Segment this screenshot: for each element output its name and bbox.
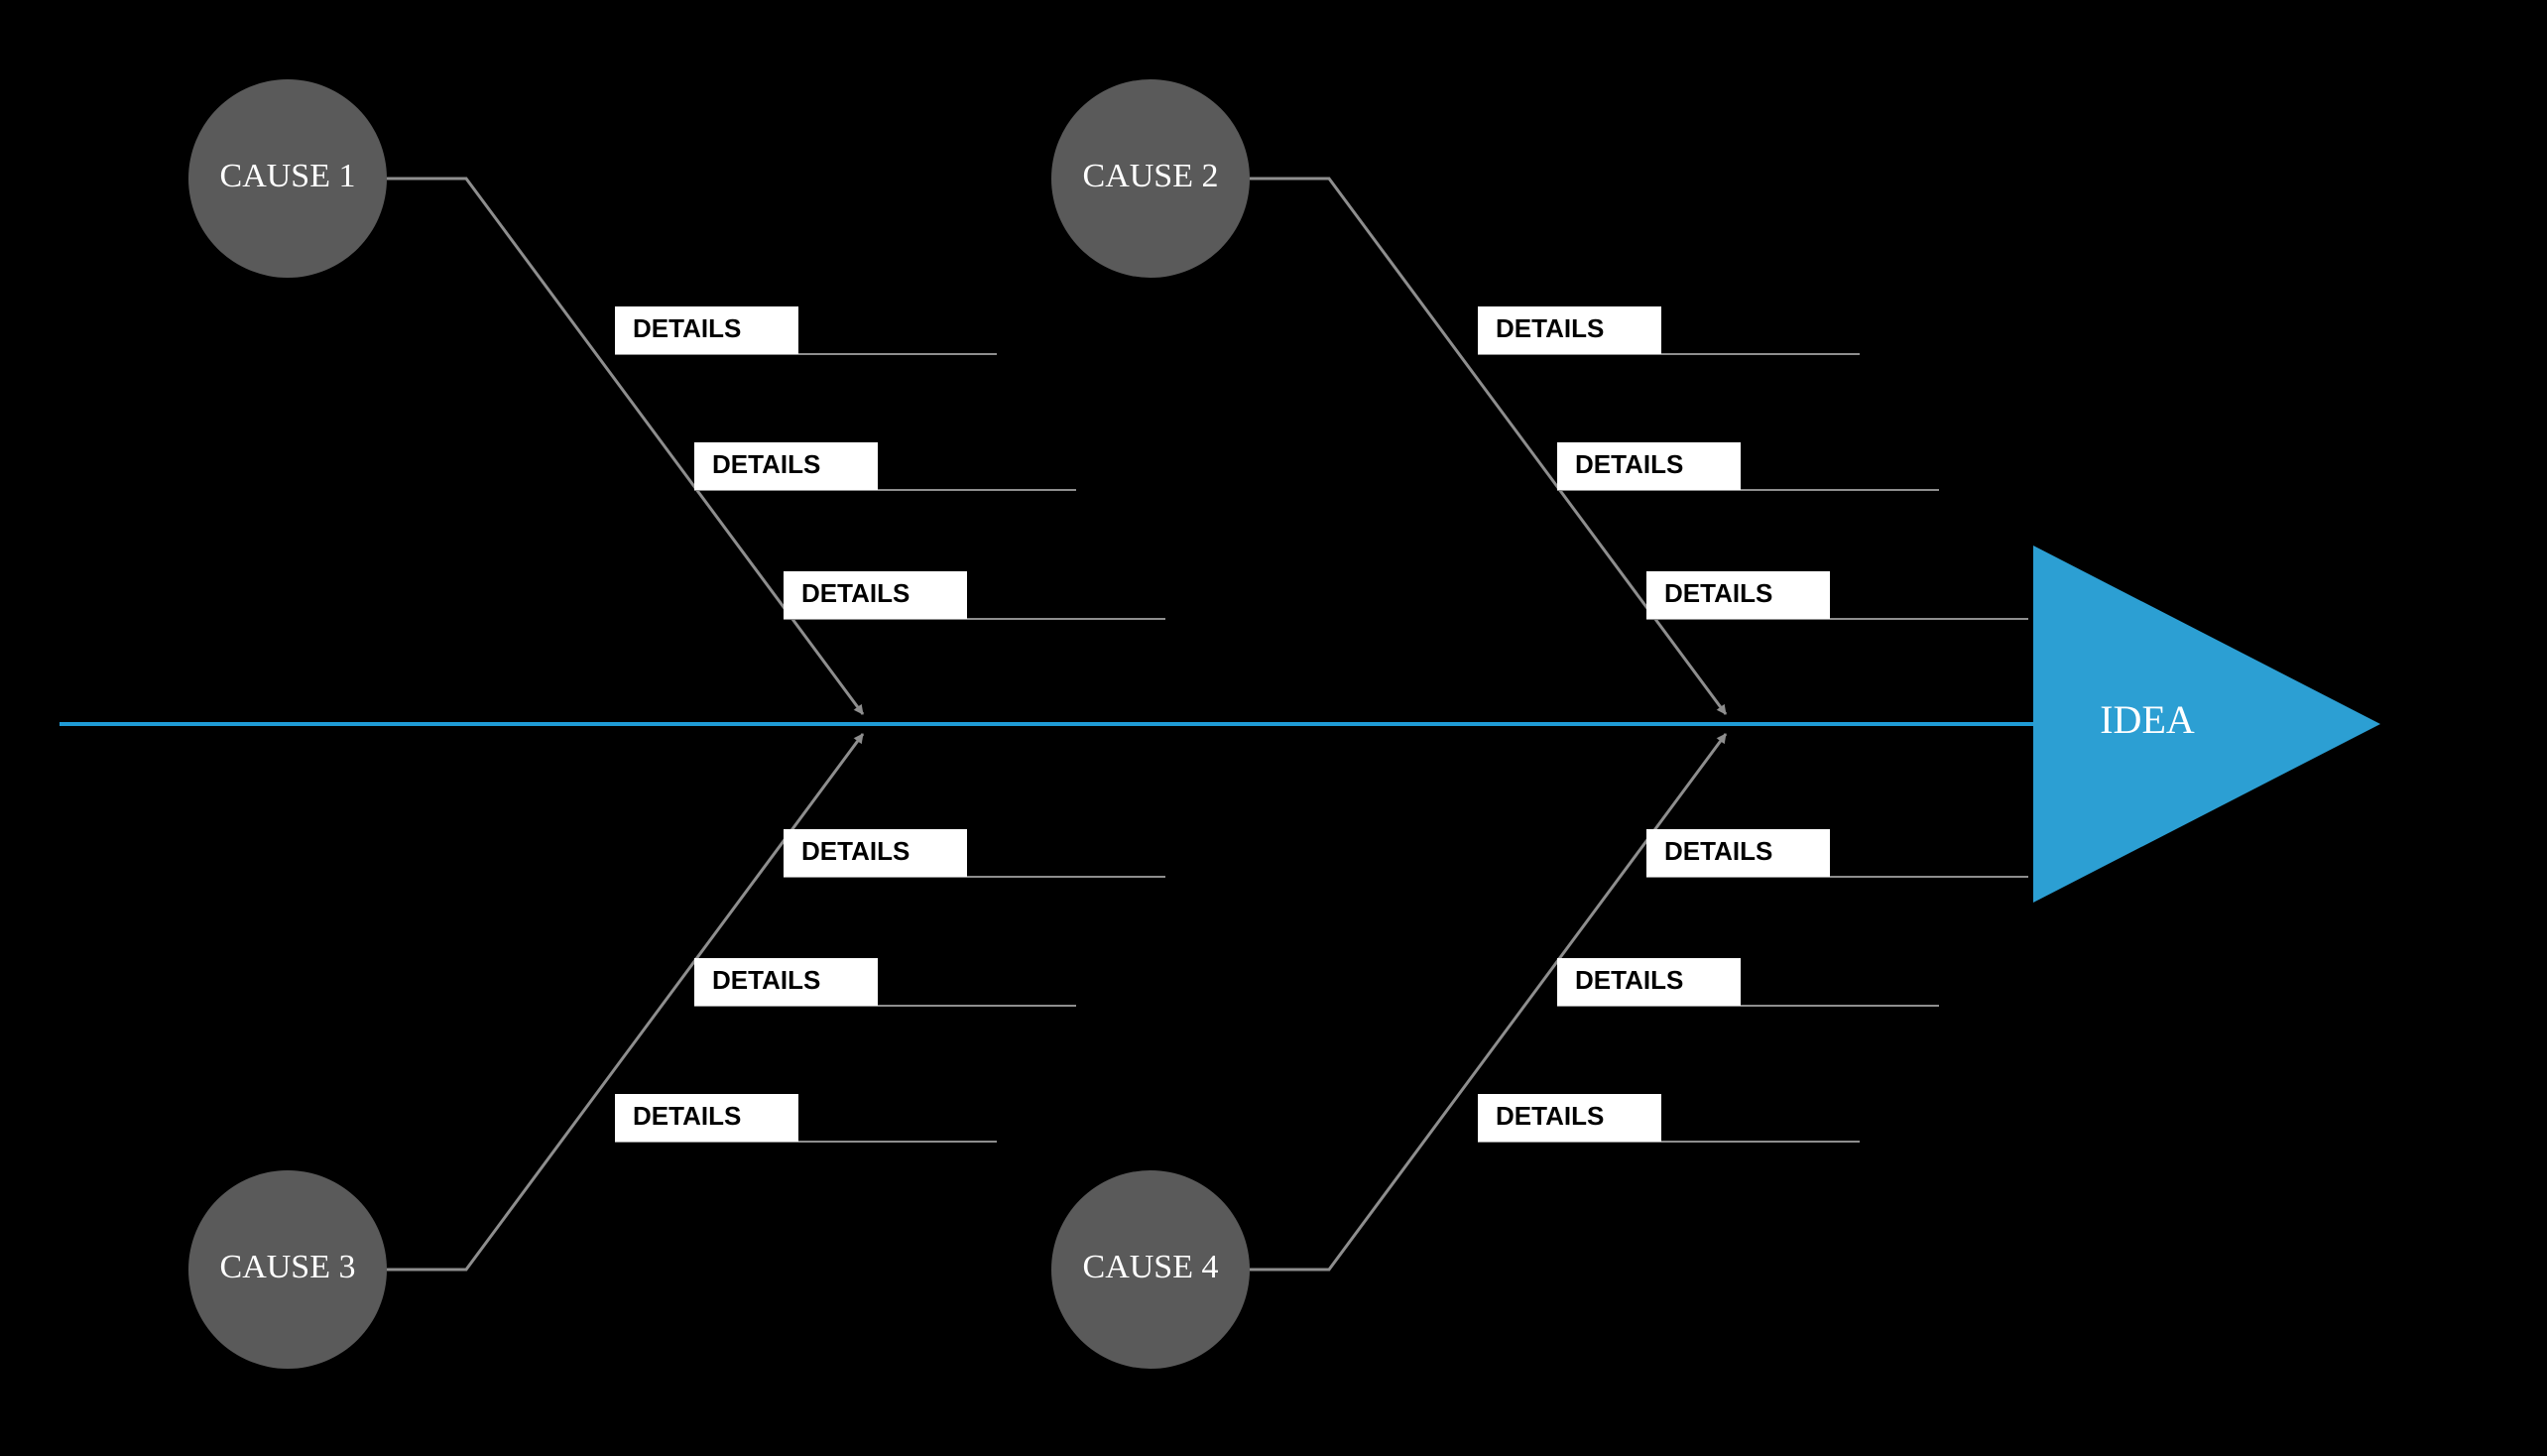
detail-label-cause4-2: DETAILS xyxy=(1496,1101,1604,1131)
cause-label-cause3: CAUSE 3 xyxy=(220,1249,356,1285)
cause-label-cause4: CAUSE 4 xyxy=(1083,1249,1219,1285)
detail-label-cause3-0: DETAILS xyxy=(801,836,910,866)
detail-label-cause1-0: DETAILS xyxy=(633,313,741,343)
detail-label-cause3-2: DETAILS xyxy=(633,1101,741,1131)
detail-label-cause2-1: DETAILS xyxy=(1575,449,1683,479)
detail-label-cause2-0: DETAILS xyxy=(1496,313,1604,343)
detail-label-cause1-1: DETAILS xyxy=(712,449,820,479)
detail-label-cause3-1: DETAILS xyxy=(712,965,820,995)
idea-label: IDEA xyxy=(2100,697,2195,742)
fishbone-diagram: IDEA CAUSE 1 DETAILS DETAILS DETAILS CAUSE 2 D… xyxy=(0,0,2547,1456)
cause-label-cause2: CAUSE 2 xyxy=(1083,158,1219,194)
detail-label-cause1-2: DETAILS xyxy=(801,578,910,608)
detail-label-cause2-2: DETAILS xyxy=(1664,578,1772,608)
cause-label-cause1: CAUSE 1 xyxy=(220,158,356,194)
detail-label-cause4-0: DETAILS xyxy=(1664,836,1772,866)
detail-label-cause4-1: DETAILS xyxy=(1575,965,1683,995)
